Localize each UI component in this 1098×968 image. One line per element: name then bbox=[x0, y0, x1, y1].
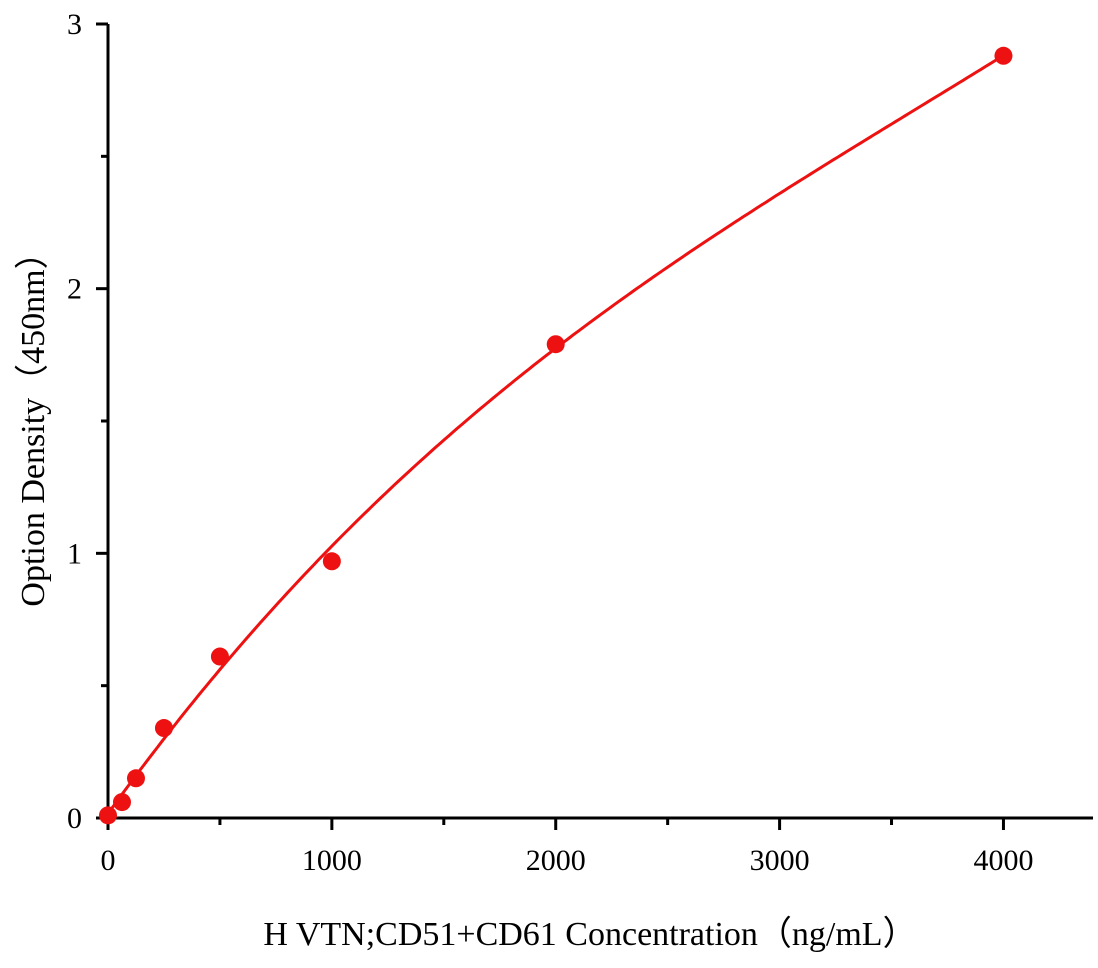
x-tick-label: 2000 bbox=[526, 844, 586, 877]
data-point bbox=[99, 806, 117, 825]
data-point bbox=[154, 719, 173, 738]
data-point bbox=[322, 552, 341, 571]
y-tick-label: 0 bbox=[67, 802, 82, 835]
data-point bbox=[546, 335, 565, 354]
y-tick-label: 2 bbox=[67, 273, 82, 306]
data-point bbox=[126, 769, 145, 788]
y-tick-label: 1 bbox=[67, 537, 82, 570]
data-points bbox=[99, 46, 1013, 825]
axes bbox=[96, 22, 1093, 830]
fit-curve-layer bbox=[106, 54, 1005, 815]
y-tick-label: 3 bbox=[67, 8, 82, 41]
y-tick-labels: 0 1 2 3 bbox=[67, 8, 82, 835]
data-point bbox=[994, 46, 1013, 65]
x-tick-labels: 0 1000 2000 3000 4000 bbox=[101, 844, 1034, 877]
x-tick-label: 4000 bbox=[973, 844, 1033, 877]
x-axis-label: H VTN;CD51+CD61 Concentration（ng/mL） bbox=[263, 915, 916, 953]
data-point bbox=[210, 647, 229, 666]
x-tick-label: 0 bbox=[101, 844, 116, 877]
fit-curve bbox=[106, 54, 1005, 815]
x-tick-label: 1000 bbox=[302, 844, 362, 877]
y-axis-label: Option Density（450nm） bbox=[14, 235, 52, 606]
x-tick-label: 3000 bbox=[750, 844, 810, 877]
data-point bbox=[112, 793, 131, 812]
